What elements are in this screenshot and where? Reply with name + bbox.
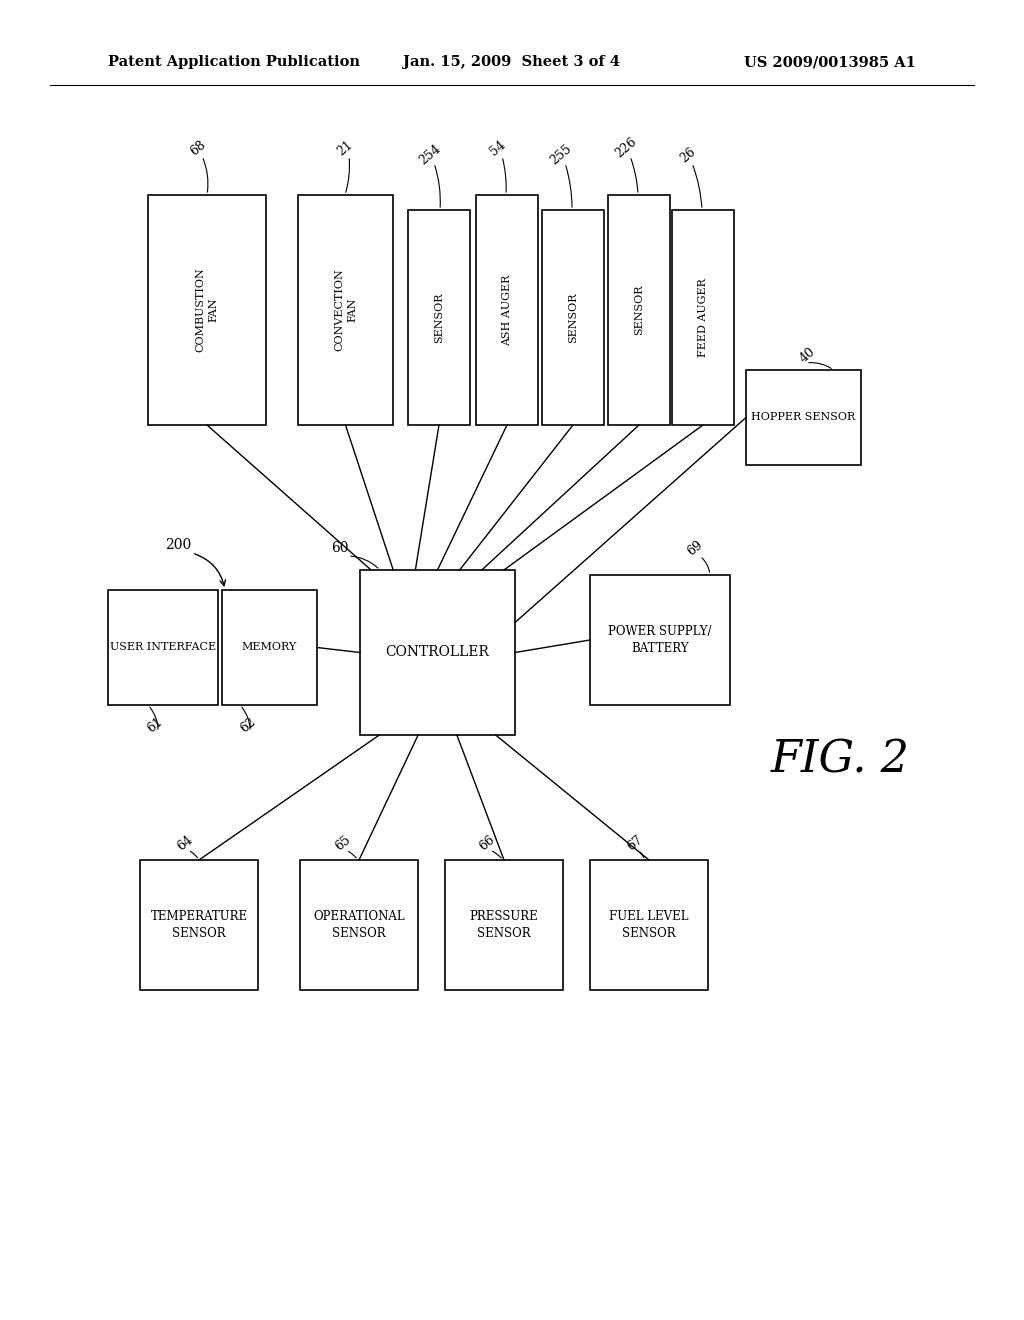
Text: FEED AUGER: FEED AUGER [698, 279, 708, 356]
Text: FUEL LEVEL
SENSOR: FUEL LEVEL SENSOR [609, 909, 689, 940]
Text: USER INTERFACE: USER INTERFACE [110, 643, 216, 652]
Text: Patent Application Publication: Patent Application Publication [108, 55, 360, 69]
Text: COMBUSTION
FAN: COMBUSTION FAN [196, 268, 218, 352]
FancyArrowPatch shape [640, 851, 644, 858]
FancyArrowPatch shape [693, 165, 701, 207]
Text: 255: 255 [548, 143, 574, 168]
Bar [408, 210, 470, 425]
FancyArrowPatch shape [203, 158, 208, 193]
Text: HOPPER SENSOR: HOPPER SENSOR [752, 412, 856, 422]
FancyArrowPatch shape [348, 851, 356, 858]
Bar [300, 861, 418, 990]
Text: 67: 67 [625, 833, 645, 853]
Text: 61: 61 [144, 715, 165, 735]
FancyArrowPatch shape [435, 165, 440, 207]
FancyArrowPatch shape [493, 851, 501, 858]
Text: Jan. 15, 2009  Sheet 3 of 4: Jan. 15, 2009 Sheet 3 of 4 [403, 55, 621, 69]
Bar [140, 861, 258, 990]
FancyArrowPatch shape [503, 158, 506, 193]
Text: FIG. 2: FIG. 2 [770, 738, 909, 781]
Text: 62: 62 [238, 715, 258, 735]
Text: PRESSURE
SENSOR: PRESSURE SENSOR [470, 909, 539, 940]
Text: 254: 254 [417, 143, 443, 168]
Bar [672, 210, 734, 425]
Text: SENSOR: SENSOR [434, 292, 444, 343]
Text: 54: 54 [487, 137, 508, 158]
Text: 60: 60 [331, 541, 349, 554]
Bar [222, 590, 317, 705]
Text: POWER SUPPLY/
BATTERY: POWER SUPPLY/ BATTERY [608, 624, 712, 655]
Bar [590, 576, 730, 705]
Text: CONVECTION
FAN: CONVECTION FAN [334, 269, 357, 351]
Text: 226: 226 [612, 136, 639, 161]
Text: TEMPERATURE
SENSOR: TEMPERATURE SENSOR [151, 909, 248, 940]
Text: 68: 68 [187, 137, 208, 158]
Bar [476, 195, 538, 425]
Bar [360, 570, 515, 735]
FancyArrowPatch shape [150, 708, 158, 729]
Bar [590, 861, 708, 990]
Text: 40: 40 [798, 345, 818, 366]
Bar [608, 195, 670, 425]
Text: SENSOR: SENSOR [568, 292, 578, 343]
FancyArrowPatch shape [242, 708, 250, 729]
Bar [746, 370, 861, 465]
Text: SENSOR: SENSOR [634, 285, 644, 335]
Bar [148, 195, 266, 425]
Bar [298, 195, 393, 425]
Text: 200: 200 [165, 539, 191, 552]
Text: 69: 69 [685, 539, 706, 558]
Text: MEMORY: MEMORY [242, 643, 297, 652]
FancyArrowPatch shape [566, 165, 572, 207]
FancyArrowPatch shape [809, 363, 831, 368]
Text: CONTROLLER: CONTROLLER [386, 645, 489, 660]
FancyArrowPatch shape [351, 556, 378, 568]
FancyArrowPatch shape [195, 554, 225, 586]
FancyArrowPatch shape [346, 158, 349, 193]
Bar [108, 590, 218, 705]
Bar [542, 210, 604, 425]
FancyArrowPatch shape [190, 851, 198, 858]
Text: 65: 65 [333, 833, 353, 853]
Text: ASH AUGER: ASH AUGER [502, 275, 512, 346]
Text: 64: 64 [175, 833, 196, 853]
Text: OPERATIONAL
SENSOR: OPERATIONAL SENSOR [313, 909, 404, 940]
Text: 66: 66 [477, 833, 498, 853]
Text: 26: 26 [678, 145, 698, 165]
FancyArrowPatch shape [702, 558, 710, 573]
Text: 21: 21 [335, 137, 355, 158]
Bar [445, 861, 563, 990]
FancyArrowPatch shape [631, 158, 638, 193]
Text: US 2009/0013985 A1: US 2009/0013985 A1 [744, 55, 916, 69]
